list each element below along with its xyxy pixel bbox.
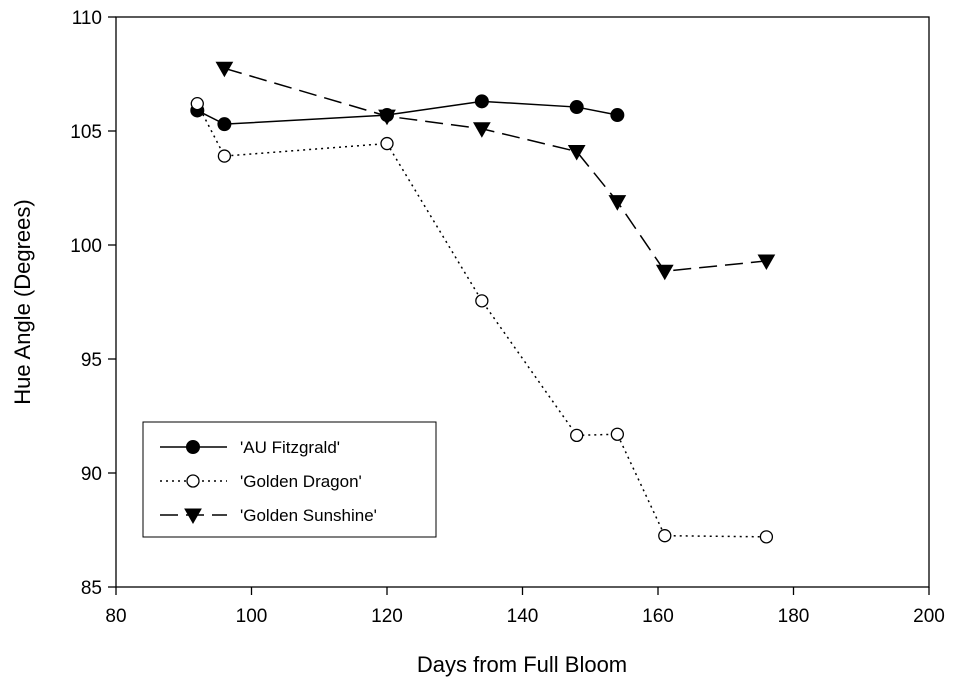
data-point [610,108,625,123]
series-2 [215,61,776,281]
y-tick-label: 95 [81,350,102,371]
x-tick-label: 80 [105,606,126,627]
data-point [378,109,396,126]
legend: 'AU Fitzgrald' 'Golden Dragon' 'Golden Sun… [142,421,437,538]
legend-label: 'AU Fitzgrald' [240,438,340,457]
data-point [474,94,489,109]
data-point [567,145,586,161]
series-0 [190,94,625,132]
data-point [757,254,776,270]
x-tick-label: 140 [507,606,539,627]
data-point [759,530,774,544]
data-point [217,117,232,132]
legend-marker [186,474,200,488]
series-line [224,67,767,273]
data-point [217,149,232,163]
x-tick-label: 100 [236,606,268,627]
y-tick-label: 105 [70,122,102,143]
data-point [472,122,491,138]
data-point [380,136,394,151]
series-layer [190,61,776,544]
legend-entry: 'AU Fitzgrald' [160,438,340,457]
legend-entry: 'Golden Sunshine' [160,506,377,525]
x-axis: 80 100 120 140 160 180 200 [105,587,945,627]
series-1 [190,96,774,544]
legend-marker [184,508,202,525]
data-point [655,264,674,281]
legend-entries: 'AU Fitzgrald' 'Golden Dragon' 'Golden Sun… [160,438,377,525]
y-tick-label: 100 [70,236,102,257]
data-point [570,428,584,443]
legend-label: 'Golden Dragon' [240,472,362,491]
legend-label: 'Golden Sunshine' [240,506,377,525]
y-axis: 85 90 95 100 105 110 [70,8,116,599]
legend-entry: 'Golden Dragon' [160,472,362,491]
data-point [475,294,489,308]
series-line [196,100,618,125]
x-axis-title: Days from Full Bloom [417,652,627,677]
data-point [569,100,584,115]
x-tick-label: 180 [778,606,810,627]
data-point [658,529,672,543]
y-tick-label: 110 [72,8,102,29]
y-tick-label: 85 [81,578,102,599]
data-point [215,61,234,78]
legend-marker [186,440,200,454]
y-axis-title: Hue Angle (Degrees) [10,199,35,404]
x-tick-label: 160 [642,606,674,627]
data-point [190,96,204,111]
x-tick-label: 200 [913,606,945,627]
data-point [610,427,624,441]
y-tick-label: 90 [81,464,102,485]
data-point [608,195,627,211]
x-tick-label: 120 [371,606,403,627]
